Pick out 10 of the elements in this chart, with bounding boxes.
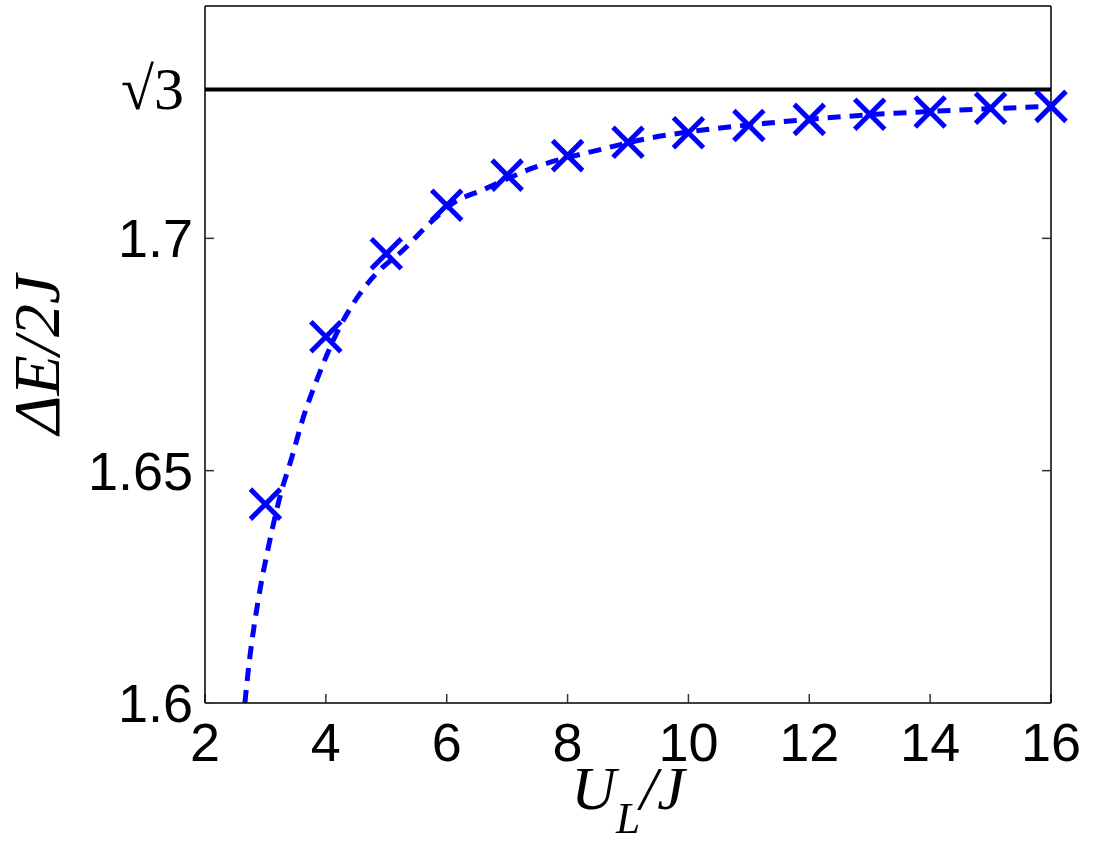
y-tick-label: 1.6 (117, 673, 193, 733)
x-tick-label: 4 (310, 712, 341, 772)
ref-line-label: √3 (121, 56, 184, 123)
x-tick-label: 6 (431, 712, 462, 772)
x-tick-label: 14 (900, 712, 961, 772)
x-tick-label: 12 (779, 712, 840, 772)
y-tick-label: 1.7 (117, 208, 193, 269)
y-tick-label: 1.65 (87, 440, 193, 501)
y-axis-title: ΔE/2J (0, 271, 73, 438)
x-tick-label: 16 (1020, 712, 1082, 772)
